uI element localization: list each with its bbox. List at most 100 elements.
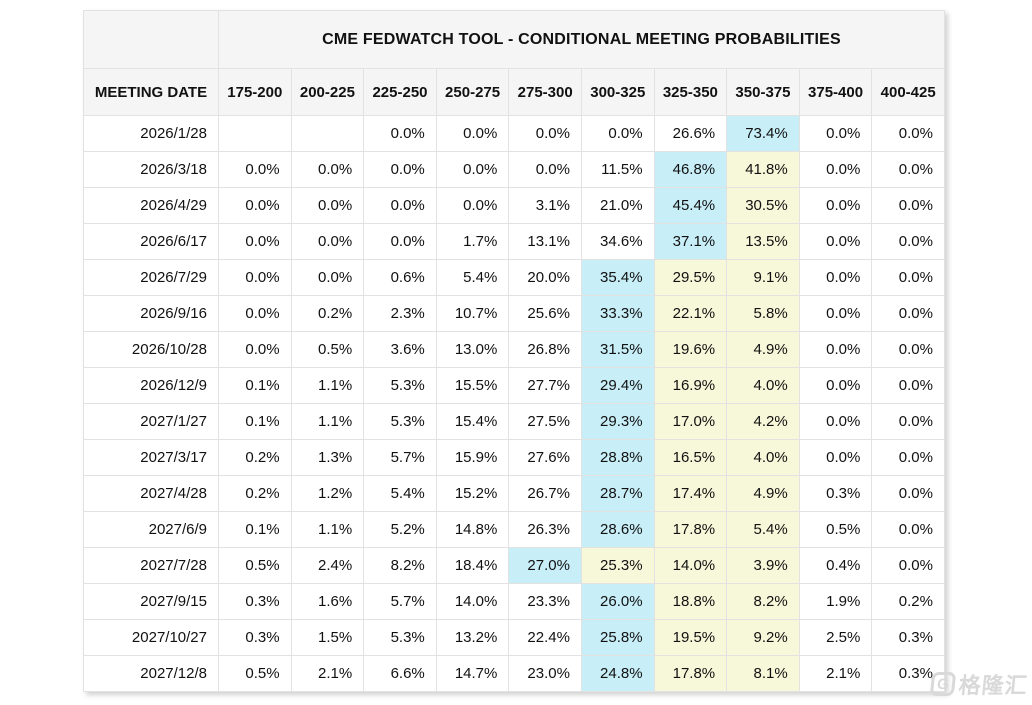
meeting-date-header: MEETING DATE [83,68,219,116]
prob-cell: 0.3% [218,619,292,656]
prob-cell: 0.0% [871,547,945,584]
prob-cell: 33.3% [580,295,655,332]
prob-cell: 0.0% [798,151,873,188]
prob-cell: 0.0% [218,223,292,260]
prob-cell: 0.0% [508,151,582,188]
prob-cell: 29.5% [653,259,728,296]
prob-cell: 29.4% [580,367,655,404]
prob-cell: 11.5% [580,151,655,188]
prob-cell: 0.4% [798,547,873,584]
prob-cell: 0.0% [871,331,945,368]
prob-cell: 0.0% [798,367,873,404]
prob-cell: 0.0% [871,151,945,188]
prob-cell: 0.0% [508,115,582,152]
meeting-date-cell: 2027/12/8 [83,655,219,692]
prob-cell: 0.5% [798,511,873,548]
prob-cell: 1.5% [290,619,365,656]
prob-cell: 0.3% [871,619,945,656]
corner-cell [83,10,219,69]
prob-cell: 0.0% [218,331,292,368]
prob-cell: 0.0% [290,187,365,224]
prob-cell: 0.5% [290,331,365,368]
prob-cell: 26.6% [653,115,728,152]
prob-cell: 2.5% [798,619,873,656]
prob-cell: 0.0% [798,187,873,224]
meeting-date-cell: 2026/6/17 [83,223,219,260]
prob-cell: 41.8% [726,151,800,188]
meeting-date-cell: 2027/7/28 [83,547,219,584]
prob-cell: 1.7% [435,223,510,260]
prob-cell: 27.6% [508,439,582,476]
prob-cell: 1.1% [290,367,365,404]
prob-cell: 8.2% [726,583,800,620]
meeting-date-cell: 2026/12/9 [83,367,219,404]
prob-cell: 24.8% [580,655,655,692]
prob-cell: 1.1% [290,403,365,440]
table-row: 2026/7/29 0.0% 0.0% 0.6% 5.4% 20.0% 35.4% 29.5%… [83,259,945,296]
prob-cell: 23.0% [508,655,582,692]
prob-cell: 1.9% [798,583,873,620]
rate-range-header: 175-200 [218,68,292,116]
prob-cell: 15.9% [435,439,510,476]
prob-cell: 2.3% [363,295,437,332]
prob-cell: 25.3% [580,547,655,584]
prob-cell: 0.0% [871,295,945,332]
prob-cell: 0.0% [580,115,655,152]
table-row: 2026/12/9 0.1% 1.1% 5.3% 15.5% 27.7% 29.4% 16.9… [83,367,945,404]
prob-cell: 18.4% [435,547,510,584]
prob-cell: 6.6% [363,655,437,692]
prob-cell: 17.8% [653,655,728,692]
prob-cell: 0.2% [871,583,945,620]
table-title: CME FEDWATCH TOOL - CONDITIONAL MEETING … [218,10,945,69]
prob-cell: 0.0% [798,403,873,440]
prob-cell: 15.4% [435,403,510,440]
prob-cell: 0.0% [798,259,873,296]
prob-cell: 14.0% [435,583,510,620]
prob-cell: 0.5% [218,547,292,584]
prob-cell: 45.4% [653,187,728,224]
meeting-date-cell: 2026/1/28 [83,115,219,152]
prob-cell: 0.0% [871,115,945,152]
prob-cell: 0.0% [798,331,873,368]
table-row: 2027/3/17 0.2% 1.3% 5.7% 15.9% 27.6% 28.8% 16.5… [83,439,945,476]
rate-range-header: 325-350 [653,68,728,116]
prob-cell: 25.6% [508,295,582,332]
prob-cell: 19.5% [653,619,728,656]
prob-cell: 4.9% [726,475,800,512]
table-row: 2027/9/15 0.3% 1.6% 5.7% 14.0% 23.3% 26.0% 18.8… [83,583,945,620]
meeting-date-cell: 2027/6/9 [83,511,219,548]
rate-range-header: 375-400 [798,68,873,116]
prob-cell: 37.1% [653,223,728,260]
prob-cell: 14.8% [435,511,510,548]
prob-cell: 0.0% [218,187,292,224]
prob-cell: 27.0% [508,547,582,584]
prob-cell: 29.3% [580,403,655,440]
prob-cell: 0.1% [218,511,292,548]
prob-cell: 30.5% [726,187,800,224]
prob-cell [290,115,365,152]
prob-cell: 1.2% [290,475,365,512]
meeting-date-cell: 2027/3/17 [83,439,219,476]
prob-cell: 20.0% [508,259,582,296]
rate-range-header: 350-375 [726,68,800,116]
meeting-date-cell: 2026/7/29 [83,259,219,296]
table-row: 2026/1/28 0.0% 0.0% 0.0% 0.0% 26.6% 73.4% 0.0% 0… [83,115,945,152]
prob-cell: 0.2% [218,439,292,476]
meeting-date-cell: 2027/10/27 [83,619,219,656]
prob-cell: 9.1% [726,259,800,296]
prob-cell: 5.8% [726,295,800,332]
prob-cell: 0.0% [218,295,292,332]
prob-cell: 26.8% [508,331,582,368]
table-row: 2026/9/16 0.0% 0.2% 2.3% 10.7% 25.6% 33.3% 22.1… [83,295,945,332]
prob-cell: 1.6% [290,583,365,620]
prob-cell: 8.2% [363,547,437,584]
prob-cell: 2.1% [290,655,365,692]
prob-cell: 15.5% [435,367,510,404]
prob-cell: 14.7% [435,655,510,692]
table-row: 2026/10/28 0.0% 0.5% 3.6% 13.0% 26.8% 31.5% 19.… [83,331,945,368]
prob-cell: 3.1% [508,187,582,224]
meeting-date-cell: 2026/9/16 [83,295,219,332]
prob-cell: 4.0% [726,439,800,476]
prob-cell: 0.0% [871,259,945,296]
table-row: 2026/3/18 0.0% 0.0% 0.0% 0.0% 0.0% 11.5% 46.8% 4… [83,151,945,188]
